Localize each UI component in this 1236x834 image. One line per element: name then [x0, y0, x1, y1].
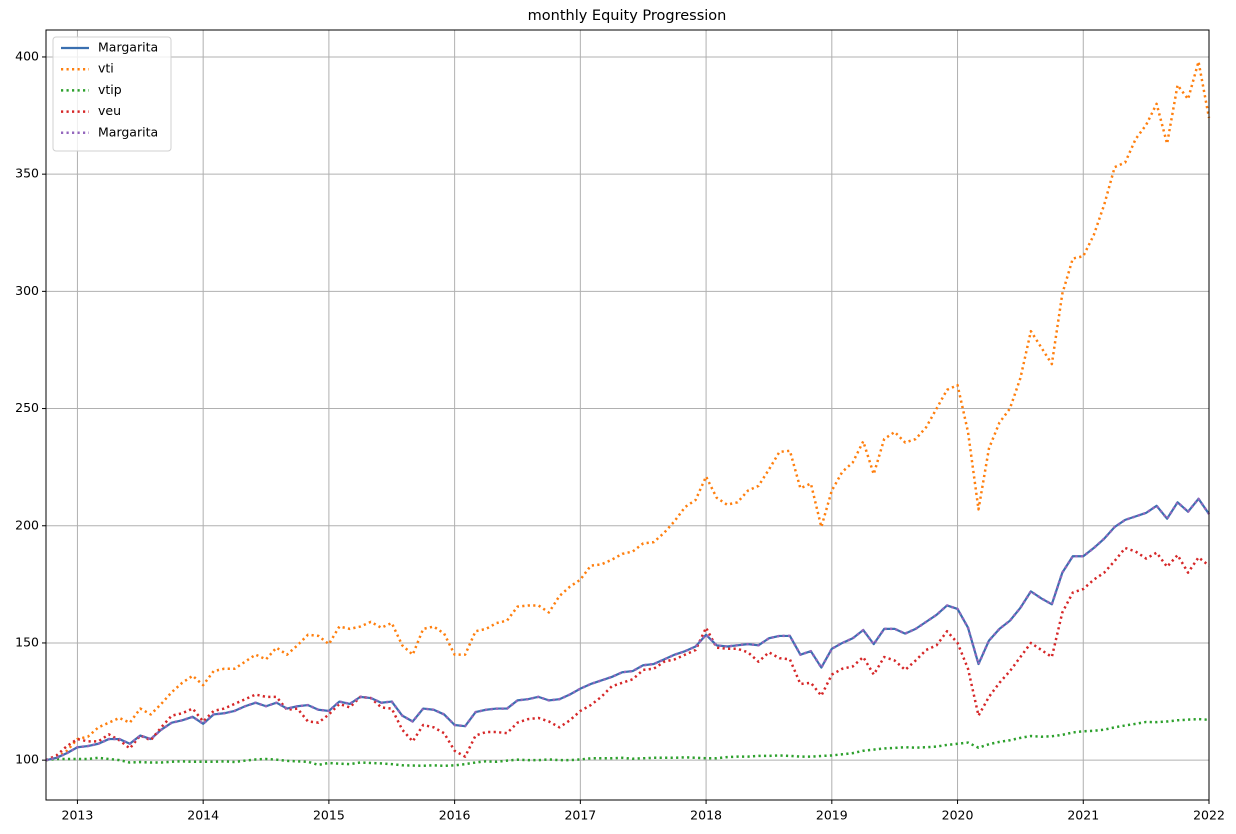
series-line — [45, 60, 1211, 762]
x-tick-label: 2017 — [564, 808, 596, 823]
x-tick-label: 2022 — [1193, 808, 1225, 823]
y-tick-label: 100 — [15, 752, 39, 767]
series-line — [45, 717, 1210, 768]
series-line — [45, 497, 1211, 762]
legend-box — [52, 36, 172, 152]
legend-label: vtip — [98, 82, 122, 97]
x-tick-label: 2020 — [942, 808, 974, 823]
y-tick-label: 350 — [15, 166, 39, 181]
series-line — [45, 546, 1210, 762]
x-tick-label: 2015 — [313, 808, 345, 823]
y-tick-label: 150 — [15, 634, 39, 649]
y-tick-label: 200 — [15, 517, 39, 532]
x-tick-label: 2016 — [439, 808, 471, 823]
legend-label: Margarita — [98, 124, 158, 139]
plot-frame — [45, 29, 1210, 801]
x-tick-label: 2019 — [816, 808, 848, 823]
y-tick-label: 400 — [15, 48, 39, 63]
y-tick-label: 250 — [15, 400, 39, 415]
series-line — [45, 497, 1210, 762]
chart-title: monthly Equity Progression — [528, 8, 727, 24]
y-tick-label: 300 — [15, 283, 39, 298]
x-tick-label: 2021 — [1067, 808, 1099, 823]
legend-label: Margarita — [98, 40, 158, 55]
legend-label: vti — [98, 61, 114, 76]
x-tick-label: 2013 — [62, 808, 94, 823]
legend-label: veu — [98, 103, 121, 118]
legend: Margarita vti vtip veu Margarita — [52, 36, 172, 152]
x-tick-label: 2018 — [690, 808, 722, 823]
x-tick-label: 2014 — [187, 808, 219, 823]
